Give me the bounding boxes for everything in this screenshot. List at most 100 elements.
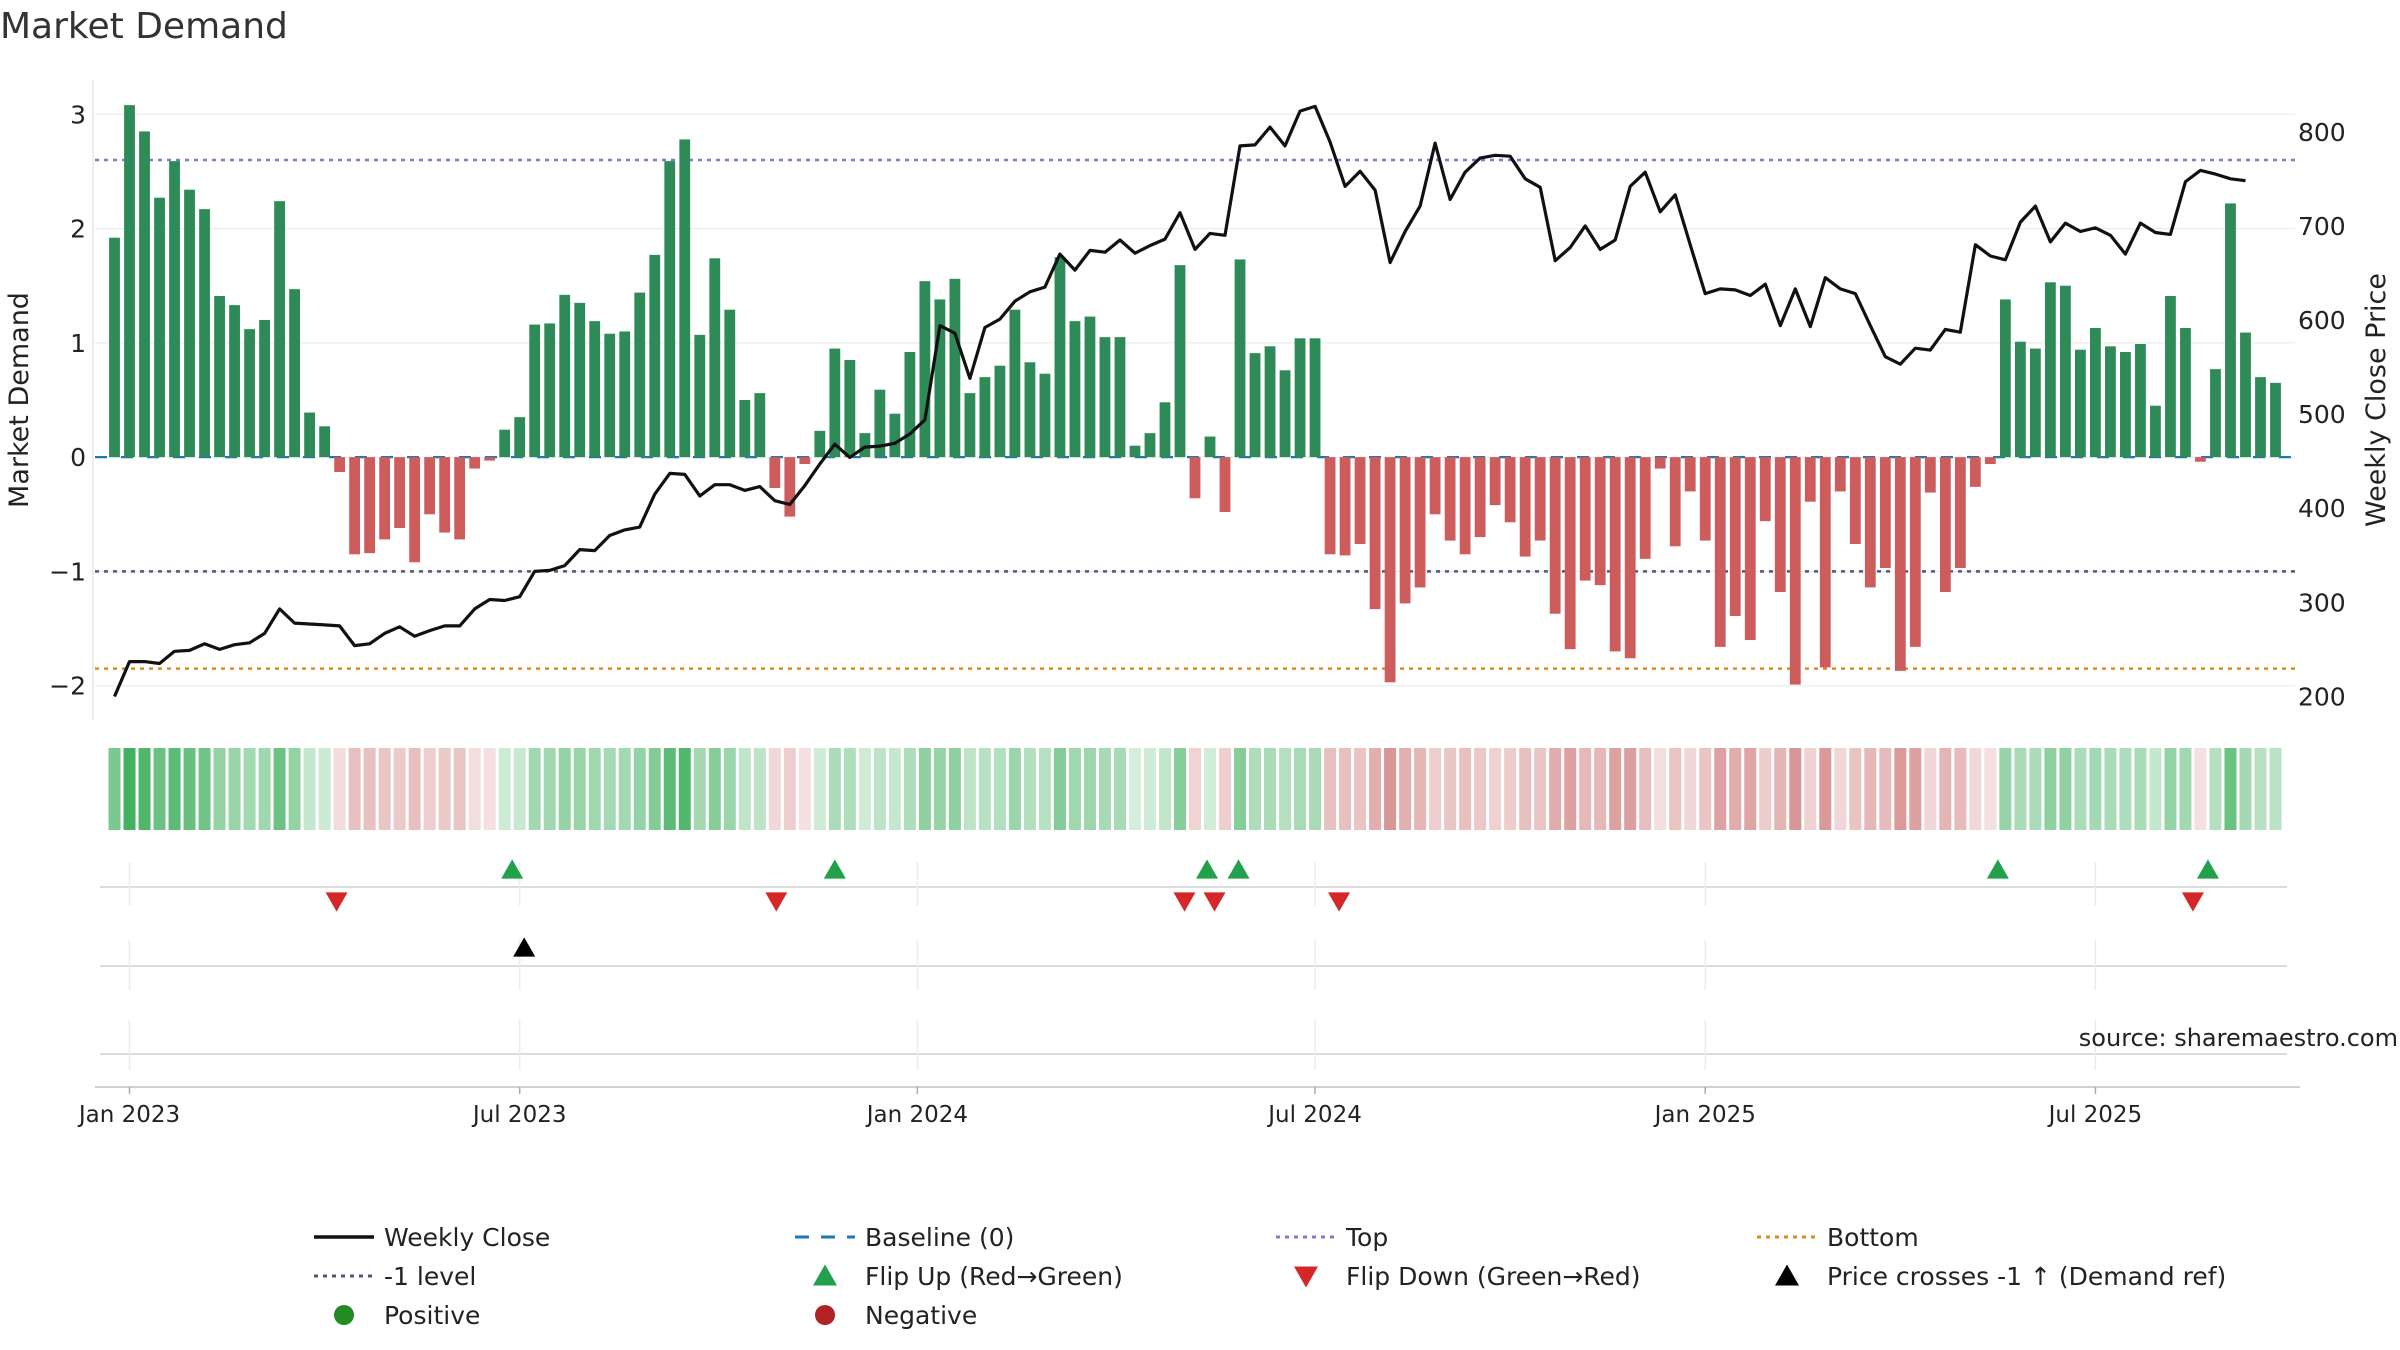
demand-bar: [2105, 346, 2116, 458]
heat-cell: [2059, 748, 2072, 830]
heat-cell: [1624, 748, 1637, 830]
legend-item: Weekly Close: [314, 1223, 550, 1252]
heat-cell: [1489, 748, 1502, 830]
heat-cell: [1113, 748, 1126, 830]
heat-cell: [408, 748, 421, 830]
demand-bar: [1219, 457, 1231, 512]
heat-cell: [1369, 748, 1382, 830]
flip-down-marker: [2181, 892, 2204, 912]
legend-item: Baseline (0): [795, 1223, 1014, 1252]
heat-cell: [363, 748, 376, 830]
heat-cell: [1083, 748, 1096, 830]
demand-bar: [274, 201, 285, 458]
demand-bar: [2075, 349, 2086, 458]
legend-circle-icon: [815, 1305, 835, 1325]
heat-cell: [1384, 748, 1397, 830]
demand-bar: [1579, 457, 1591, 581]
heat-cell: [2194, 748, 2207, 830]
heat-cell: [1068, 748, 1081, 830]
heat-cell: [138, 748, 151, 830]
demand-bar: [2014, 341, 2026, 458]
demand-bar: [2135, 344, 2146, 458]
left-tick-label: 0: [70, 443, 86, 472]
demand-bar: [1474, 457, 1486, 538]
heat-cell: [1249, 748, 1262, 830]
heat-cell: [768, 748, 781, 830]
demand-bar: [1864, 457, 1876, 588]
demand-bar: [739, 400, 751, 458]
right-tick-label: 400: [2298, 494, 2346, 523]
heat-cell: [468, 748, 481, 830]
demand-heat-strip: [108, 748, 2282, 830]
demand-bar: [244, 329, 255, 458]
demand-bar: [259, 320, 270, 458]
heat-cell: [1594, 748, 1607, 830]
heat-cell: [483, 748, 496, 830]
heat-cell: [1354, 748, 1367, 830]
demand-bar: [2180, 328, 2191, 458]
demand-bar: [844, 360, 856, 458]
legend-label: Top: [1345, 1223, 1388, 1252]
heat-cell: [948, 748, 961, 830]
heat-cell: [2224, 748, 2237, 830]
heat-cell: [1669, 748, 1682, 830]
demand-bar: [859, 433, 871, 458]
legend-item: Flip Down (Green→Red): [1294, 1262, 1641, 1291]
heat-cell: [258, 748, 271, 830]
heat-cell: [723, 748, 736, 830]
right-tick-label: 300: [2298, 588, 2346, 617]
legend-circle-icon: [334, 1305, 354, 1325]
heat-cell: [1474, 748, 1487, 830]
demand-bar: [1144, 433, 1156, 458]
left-tick-label: −1: [49, 557, 86, 586]
demand-bar: [1999, 299, 2011, 458]
event-markers: [100, 859, 2287, 1070]
demand-bar: [619, 331, 631, 458]
legend-label: Weekly Close: [384, 1223, 550, 1252]
legend-label: Flip Up (Red→Green): [865, 1262, 1123, 1291]
heat-cell: [2044, 748, 2057, 830]
right-tick-label: 700: [2298, 212, 2346, 241]
left-axis-label: Market Demand: [4, 292, 35, 508]
demand-bar: [2044, 282, 2056, 458]
demand-bar: [1774, 457, 1786, 592]
heat-cell: [843, 748, 856, 830]
demand-bar: [1414, 457, 1426, 588]
heat-cell: [213, 748, 226, 830]
heat-cell: [618, 748, 631, 830]
heat-cell: [1053, 748, 1066, 830]
demand-bar: [1024, 362, 1036, 458]
demand-bar: [1639, 457, 1651, 559]
heat-cell: [1879, 748, 1892, 830]
demand-bar: [589, 321, 601, 458]
demand-bar: [289, 289, 300, 458]
heat-cell: [288, 748, 301, 830]
demand-bar: [1954, 457, 1966, 568]
flip-up-marker: [823, 859, 846, 879]
demand-bar: [484, 457, 496, 461]
heat-cell: [123, 748, 136, 830]
heat-cell: [243, 748, 256, 830]
heat-cell: [993, 748, 1006, 830]
heat-cell: [1984, 748, 1997, 830]
demand-bar: [1369, 457, 1381, 610]
heat-cell: [1549, 748, 1562, 830]
demand-bar: [1729, 457, 1741, 616]
heat-cell: [108, 748, 121, 830]
legend-item: Price crosses -1 ↑ (Demand ref): [1775, 1262, 2226, 1291]
heat-cell: [2164, 748, 2177, 830]
demand-bar: [1099, 337, 1111, 458]
heat-cell: [1894, 748, 1907, 830]
heat-cell: [558, 748, 571, 830]
demand-bars: [109, 105, 2281, 685]
heat-cell: [858, 748, 871, 830]
x-tick-label: Jan 2023: [77, 1102, 180, 1128]
heat-cell: [663, 748, 676, 830]
demand-bar: [2029, 348, 2041, 458]
heat-cell: [888, 748, 901, 830]
source-note: source: sharemaestro.com: [2079, 1024, 2398, 1052]
legend-label: Bottom: [1827, 1223, 1919, 1252]
legend-item: -1 level: [314, 1262, 476, 1291]
demand-bar: [1654, 457, 1666, 469]
demand-bar: [979, 377, 991, 458]
